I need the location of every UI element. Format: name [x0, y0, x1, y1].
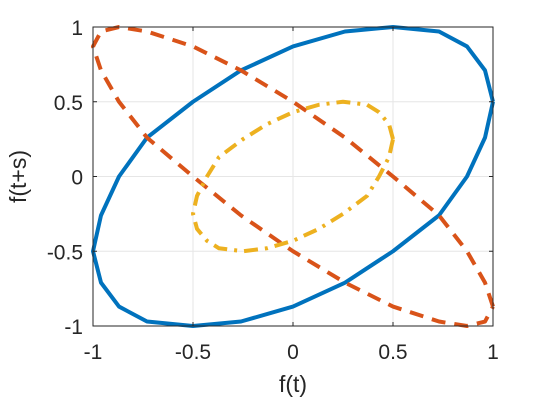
x-axis-label: f(t): [279, 371, 307, 397]
y-tick-label: -0.5: [47, 241, 83, 264]
x-tick-label: 0.5: [378, 341, 407, 364]
axis-ticks: -1 -0.5 0 0.5 1 -1 -0.5 0 0.5 1: [47, 17, 499, 364]
axis-labels: f(t) f(t+s): [5, 150, 307, 397]
grid-lines: [92, 26, 494, 327]
series-dashdot-line: [191, 99, 395, 254]
y-tick-label: 1: [71, 17, 83, 40]
y-tick-label: 0: [71, 167, 83, 190]
y-tick-label: -1: [64, 316, 83, 339]
y-axis-label: f(t+s): [5, 150, 31, 203]
x-tick-label: 1: [487, 341, 499, 364]
x-tick-label: 0: [287, 341, 299, 364]
x-tick-label: -1: [84, 341, 103, 364]
x-tick-label: -0.5: [175, 341, 211, 364]
y-tick-label: 0.5: [54, 92, 83, 115]
